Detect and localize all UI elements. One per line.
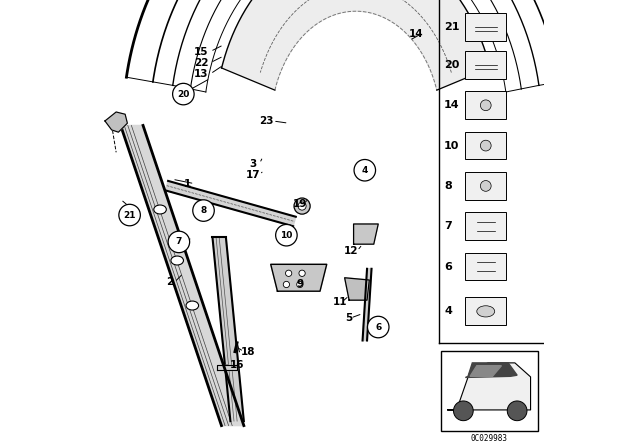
Polygon shape [121, 125, 244, 426]
Text: 16: 16 [230, 360, 244, 370]
FancyBboxPatch shape [465, 132, 506, 159]
FancyBboxPatch shape [465, 297, 506, 325]
Circle shape [508, 401, 527, 421]
Circle shape [294, 198, 310, 214]
Circle shape [481, 181, 491, 191]
Polygon shape [448, 363, 531, 410]
Circle shape [285, 270, 292, 276]
Polygon shape [466, 363, 517, 377]
Text: 22: 22 [194, 58, 209, 68]
Text: 19: 19 [292, 199, 307, 209]
FancyBboxPatch shape [465, 91, 506, 119]
Text: 9: 9 [296, 280, 303, 289]
Text: 2: 2 [166, 277, 173, 287]
Text: 6: 6 [444, 262, 452, 271]
Polygon shape [221, 0, 490, 90]
Circle shape [193, 200, 214, 221]
Circle shape [299, 270, 305, 276]
Circle shape [481, 140, 491, 151]
Text: 4: 4 [362, 166, 368, 175]
Text: 15: 15 [194, 47, 209, 56]
FancyBboxPatch shape [465, 51, 506, 79]
Text: 7: 7 [176, 237, 182, 246]
Text: 17: 17 [246, 170, 260, 180]
Text: 4: 4 [444, 306, 452, 316]
Text: 21: 21 [444, 22, 460, 32]
Text: 10: 10 [444, 141, 460, 151]
Circle shape [284, 281, 289, 288]
Text: 13: 13 [194, 69, 209, 79]
Circle shape [119, 204, 140, 226]
Polygon shape [470, 366, 502, 376]
Circle shape [276, 224, 297, 246]
Circle shape [481, 100, 491, 111]
Text: 3: 3 [249, 159, 257, 168]
FancyBboxPatch shape [465, 13, 506, 41]
Circle shape [173, 83, 194, 105]
Circle shape [297, 281, 303, 288]
Text: 23: 23 [259, 116, 273, 126]
Ellipse shape [171, 256, 184, 265]
Polygon shape [105, 112, 127, 132]
Text: 7: 7 [444, 221, 452, 231]
Text: 0C029983: 0C029983 [470, 434, 508, 443]
Ellipse shape [154, 205, 166, 214]
Polygon shape [165, 181, 296, 226]
Circle shape [367, 316, 389, 338]
Circle shape [168, 231, 189, 253]
Text: 8: 8 [444, 181, 452, 191]
Polygon shape [271, 264, 327, 291]
Circle shape [454, 401, 473, 421]
Text: 5: 5 [346, 313, 353, 323]
Polygon shape [353, 224, 378, 244]
Text: 14: 14 [409, 29, 424, 39]
Text: 12: 12 [344, 246, 358, 256]
FancyBboxPatch shape [440, 351, 538, 431]
Text: 20: 20 [444, 60, 460, 70]
Circle shape [354, 159, 376, 181]
Polygon shape [362, 269, 371, 340]
Text: 21: 21 [124, 211, 136, 220]
Text: 14: 14 [444, 100, 460, 110]
Text: 18: 18 [241, 347, 255, 357]
Polygon shape [217, 365, 237, 370]
Polygon shape [212, 237, 244, 421]
FancyBboxPatch shape [465, 172, 506, 200]
Text: 10: 10 [280, 231, 292, 240]
FancyBboxPatch shape [465, 212, 506, 240]
Text: 1: 1 [184, 179, 191, 189]
Text: 6: 6 [375, 323, 381, 332]
Ellipse shape [477, 306, 495, 317]
Ellipse shape [186, 301, 198, 310]
Polygon shape [345, 278, 369, 300]
Text: 20: 20 [177, 90, 189, 99]
Text: 11: 11 [333, 297, 348, 307]
Circle shape [298, 202, 306, 210]
FancyBboxPatch shape [465, 253, 506, 280]
Text: 8: 8 [200, 206, 207, 215]
